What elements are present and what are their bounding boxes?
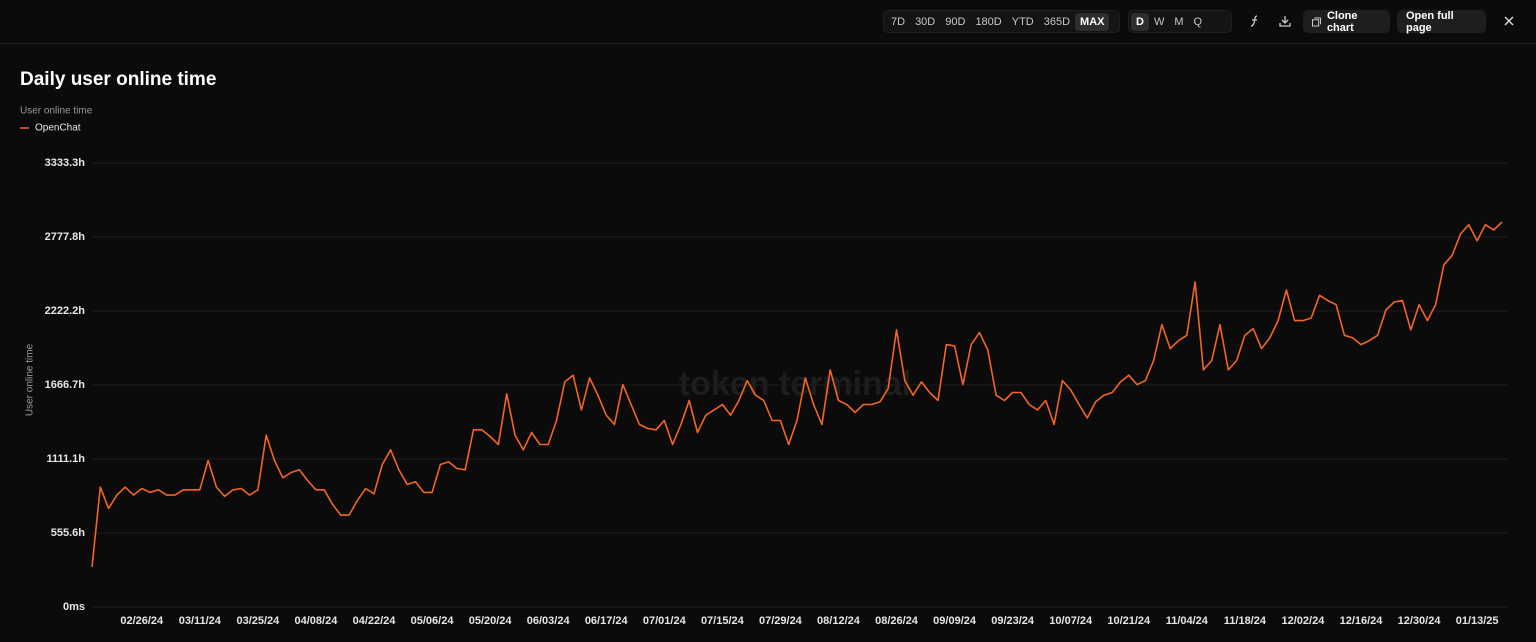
x-tick-label: 09/09/24 [933, 615, 977, 627]
y-tick-label: 2222.2h [45, 305, 86, 317]
x-tick-label: 07/15/24 [701, 615, 745, 627]
x-tick-label: 05/06/24 [411, 615, 455, 627]
range-button[interactable]: 180D [975, 15, 1002, 28]
x-tick-label: 06/03/24 [527, 615, 571, 627]
range-button[interactable]: YTD [1011, 15, 1034, 28]
clone-icon [1312, 17, 1321, 26]
x-tick-label: 05/20/24 [469, 615, 513, 627]
range-button[interactable]: MAX [1075, 12, 1110, 31]
x-tick-label: 01/13/25 [1456, 615, 1499, 627]
x-tick-label: 06/17/24 [585, 615, 629, 627]
x-tick-label: 07/29/24 [759, 615, 803, 627]
interval-button[interactable]: M [1174, 15, 1184, 28]
x-tick-label: 11/04/24 [1166, 615, 1209, 627]
clone-label: Clone chart [1326, 9, 1358, 34]
legend-title: User online time [20, 106, 93, 117]
interval-button[interactable]: W [1153, 15, 1165, 28]
download-icon[interactable] [1277, 13, 1293, 29]
watermark: token terminal [679, 365, 911, 403]
range-button[interactable]: 365D [1043, 15, 1071, 28]
x-tick-label: 04/22/24 [353, 615, 397, 627]
interval-button[interactable]: Q [1193, 15, 1203, 28]
y-tick-label: 2777.8h [45, 231, 86, 243]
x-tick-label: 03/11/24 [179, 615, 222, 627]
y-tick-label: 0ms [63, 601, 85, 613]
chart-title: Daily user online time [20, 69, 216, 90]
x-tick-label: 04/08/24 [295, 615, 339, 627]
x-tick-label: 10/07/24 [1049, 615, 1093, 627]
range-button[interactable]: 7D [891, 15, 906, 28]
legend-label: OpenChat [35, 123, 81, 134]
x-tick-label: 02/26/24 [120, 615, 164, 627]
series-line [91, 221, 1503, 568]
x-tick-label: 12/02/24 [1282, 615, 1326, 627]
x-tick-label: 10/21/24 [1107, 615, 1151, 627]
x-tick-label: 09/23/24 [991, 615, 1035, 627]
clone-button[interactable]: Clone chart [1303, 9, 1390, 34]
x-tick-label: 08/12/24 [817, 615, 861, 627]
x-tick-label: 12/16/24 [1340, 615, 1384, 627]
open-full-page-button[interactable]: Open full page [1397, 10, 1486, 34]
y-tick-label: 1666.7h [45, 379, 86, 391]
x-tick-label: 07/01/24 [643, 615, 687, 627]
y-tick-label: 1111.1h [46, 453, 85, 465]
range-button[interactable]: 30D [915, 15, 936, 28]
y-tick-label: 555.6h [51, 527, 86, 539]
formula-icon[interactable] [1247, 13, 1263, 29]
y-tick-label: 3333.3h [45, 157, 86, 169]
chart: Daily user online time User online time … [20, 69, 1508, 627]
y-axis-label: User online time [25, 343, 36, 416]
x-tick-label: 03/25/24 [236, 615, 280, 627]
close-icon[interactable] [1501, 13, 1517, 29]
range-group: 7D 30D 90D 180D YTD 365D MAX [883, 10, 1120, 33]
interval-button[interactable]: D [1131, 12, 1149, 31]
x-tick-label: 12/30/24 [1398, 615, 1442, 627]
range-button[interactable]: 90D [945, 15, 966, 28]
x-tick-label: 11/18/24 [1224, 615, 1267, 627]
x-tick-label: 08/26/24 [875, 615, 919, 627]
